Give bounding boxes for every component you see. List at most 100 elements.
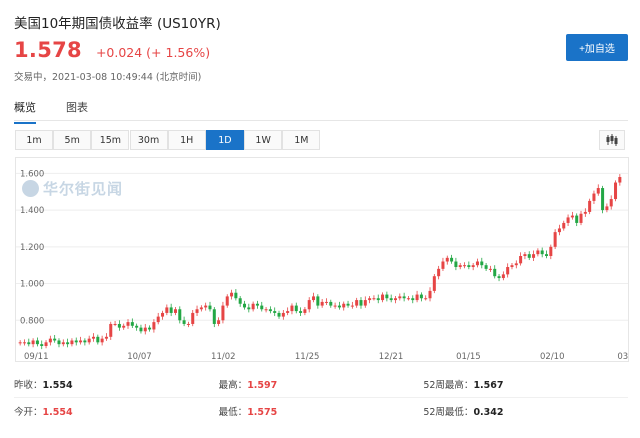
candle-body (471, 265, 475, 268)
candle-body (475, 261, 479, 266)
price-row: 1.578 +0.024 (+ 1.56%) (14, 38, 210, 62)
candle-body (109, 323, 113, 337)
candle-body (579, 213, 583, 223)
x-tick-label: 10/07 (127, 352, 152, 362)
candle-body (385, 294, 389, 299)
candle-body (355, 300, 359, 306)
range-1d[interactable]: 1D (205, 130, 244, 150)
candle-body (480, 261, 484, 266)
tab-overview[interactable]: 概览 (14, 99, 36, 124)
candle-body (337, 305, 341, 308)
candle-body (217, 320, 221, 324)
candle-body (27, 342, 31, 345)
range-1mo[interactable]: 1M (282, 130, 321, 150)
candle-body (53, 338, 57, 341)
candle-body (437, 268, 441, 277)
candle-body (199, 307, 203, 310)
candle-body (294, 305, 298, 312)
candle-body (601, 188, 605, 211)
candle-body (441, 261, 445, 269)
candle-body (501, 274, 505, 279)
candle-body (363, 300, 367, 306)
candle-body (316, 296, 320, 306)
candle-body (57, 340, 61, 345)
candle-body (575, 215, 579, 223)
candle-body (161, 312, 165, 317)
stat-high: 最高：1.597 (218, 380, 278, 391)
candle-body (549, 246, 553, 256)
candle-body (432, 276, 436, 291)
candle-body (100, 338, 104, 343)
tab-chart[interactable]: 图表 (66, 101, 88, 114)
chart-type-button[interactable] (599, 130, 625, 150)
x-tick-label: 11/25 (295, 352, 320, 362)
candle-body (35, 340, 39, 345)
candle-body (173, 309, 177, 313)
candle-body (532, 254, 536, 258)
candle-body (566, 217, 570, 223)
range-1w[interactable]: 1W (244, 130, 283, 150)
candle-body (307, 300, 311, 310)
range-1h[interactable]: 1H (167, 130, 206, 150)
candle-body (393, 298, 398, 301)
candle-body (342, 303, 346, 308)
candle-body (83, 340, 87, 343)
candle-body (31, 340, 35, 345)
candle-body (299, 311, 303, 313)
candle-body (562, 222, 566, 229)
stat-open: 今开：1.554 (14, 406, 73, 418)
candle-body (588, 200, 592, 212)
candle-body (497, 276, 501, 279)
candle-body (372, 298, 376, 300)
x-tick-label: 09/11 (24, 352, 49, 362)
candle-body (445, 257, 449, 262)
candle-body (514, 263, 518, 266)
candle-body (458, 265, 462, 268)
candle-body (583, 211, 587, 214)
price-chart[interactable]: 1.600 1.400 1.200 1.000 0.800 09/11 10/07 11/02… (15, 157, 629, 362)
candle-body (359, 300, 363, 306)
candle-body (544, 254, 549, 256)
candle-body (415, 294, 419, 301)
x-tick-label: 01/15 (456, 352, 481, 362)
candle-body (238, 298, 242, 304)
candle-body (368, 298, 372, 301)
candle-body (398, 296, 402, 299)
candle-body (230, 292, 234, 297)
candle-body (117, 323, 121, 328)
candle-body (519, 256, 523, 264)
view-tabs: 概览 图表 (14, 99, 118, 124)
candle-body (212, 309, 216, 324)
candle-body (273, 311, 277, 313)
range-1m[interactable]: 1m (15, 130, 53, 150)
candle-body (454, 261, 458, 268)
candle-body (225, 296, 229, 306)
candle-body (152, 322, 156, 330)
candle-body (428, 290, 432, 299)
add-watchlist-button[interactable]: +加自选 (566, 34, 628, 61)
candle-body (312, 296, 316, 301)
range-30m[interactable]: 30m (129, 130, 168, 150)
candle-body (251, 303, 255, 310)
y-tick-label: 1.400 (20, 206, 44, 216)
range-15m[interactable]: 15m (91, 130, 130, 150)
candle-body (618, 177, 622, 183)
candle-body (126, 322, 130, 326)
candle-body (303, 309, 307, 313)
candle-body (135, 325, 139, 328)
candle-body (488, 268, 492, 270)
candlestick-icon (606, 134, 618, 146)
candle-body (536, 250, 540, 255)
tab-divider (14, 120, 628, 121)
price-change: +0.024 (+ 1.56%) (95, 45, 211, 60)
range-5m[interactable]: 5m (53, 130, 92, 150)
candle-body (281, 312, 285, 317)
x-tick-label: 12/21 (379, 352, 404, 362)
quote-stats: 昨收：1.554 最高：1.597 52周最高：1.567 今开：1.554 最… (14, 371, 628, 423)
candle-body (191, 312, 195, 324)
candle-body (381, 294, 385, 301)
candle-body (553, 232, 557, 247)
candle-body (346, 303, 350, 306)
stats-row: 昨收：1.554 最高：1.597 52周最高：1.567 (14, 371, 628, 397)
candle-body (91, 336, 96, 339)
